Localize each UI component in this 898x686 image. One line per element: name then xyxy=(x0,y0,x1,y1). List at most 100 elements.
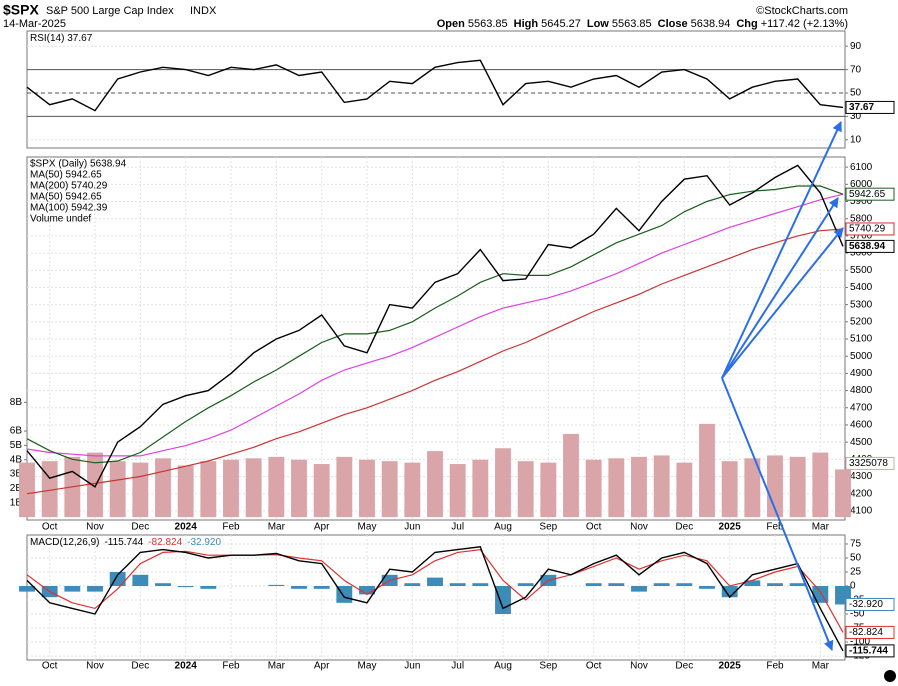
bar xyxy=(87,452,103,518)
x-tick-label: Aug xyxy=(494,661,512,672)
bar xyxy=(812,586,829,603)
quote-label: Chg xyxy=(736,18,757,30)
bar xyxy=(608,583,625,587)
legend-entry: MA(200) 5740.29 xyxy=(30,181,108,192)
quote-value: +117.42 (+2.13%) xyxy=(761,18,848,30)
x-tick-label: 2024 xyxy=(175,522,198,533)
bar xyxy=(653,455,670,518)
y-tick-label: 4800 xyxy=(850,385,873,396)
bar xyxy=(268,584,285,587)
value-label-box xyxy=(845,456,895,470)
x-tick-label: Sep xyxy=(539,661,557,672)
quote-value: 5638.94 xyxy=(691,18,731,30)
bar xyxy=(381,461,398,518)
value-label: -115.744 xyxy=(849,646,888,657)
x-tick-label: Nov xyxy=(630,661,648,672)
y-tick-label: 5800 xyxy=(850,213,873,224)
bar xyxy=(721,461,738,518)
exchange: INDX xyxy=(190,5,217,17)
y-tick-label: 5100 xyxy=(850,334,873,345)
series-line xyxy=(26,228,844,495)
value-label: -32.920 xyxy=(849,599,883,610)
y-tick-label: 5400 xyxy=(850,282,873,293)
bar xyxy=(676,583,693,587)
credit: ©StockCharts.com xyxy=(756,5,848,17)
bar xyxy=(676,462,693,518)
bar xyxy=(87,586,103,592)
bar xyxy=(132,574,149,587)
bar xyxy=(449,464,466,518)
y2-tick-label: 3B xyxy=(10,469,23,480)
value-label: 3325078 xyxy=(849,458,888,469)
quote-value: 5563.85 xyxy=(468,18,508,30)
x-tick-label: Dec xyxy=(675,661,693,672)
x-tick-label: Apr xyxy=(314,661,330,672)
series-line xyxy=(26,164,844,488)
value-label: 5638.94 xyxy=(849,241,886,252)
bar xyxy=(404,583,421,587)
bar xyxy=(721,586,738,598)
y-tick-label: 50 xyxy=(850,553,862,564)
x-tick-label: Sep xyxy=(539,522,557,533)
value-label-box xyxy=(845,222,895,236)
y-tick-label: -50 xyxy=(850,609,865,620)
panel-title: RSI(14) 37.67 xyxy=(30,33,93,44)
y-tick-label: 4600 xyxy=(850,420,873,431)
bar xyxy=(427,451,443,518)
x-tick-label: 2025 xyxy=(719,522,742,533)
bar xyxy=(177,465,194,518)
series-line xyxy=(26,185,844,464)
quote-value: 5645.27 xyxy=(541,18,581,30)
bar xyxy=(268,456,285,518)
x-tick-label: 2024 xyxy=(175,661,198,672)
y-tick-label: 4700 xyxy=(850,402,873,413)
bar xyxy=(41,461,58,518)
x-tick-label: Jun xyxy=(404,522,420,533)
x-tick-label: Nov xyxy=(630,522,648,533)
x-tick-label: Nov xyxy=(86,661,104,672)
bar xyxy=(517,461,534,518)
x-tick-label: Oct xyxy=(42,522,58,533)
panel-title-text: RSI(14) 37.67 xyxy=(30,33,93,44)
arrow xyxy=(721,227,844,379)
value-label-box xyxy=(845,239,895,253)
bar xyxy=(767,583,783,587)
x-tick-label: May xyxy=(358,661,377,672)
bar xyxy=(563,433,579,518)
bar xyxy=(291,459,307,518)
bar xyxy=(427,577,443,587)
bar xyxy=(200,461,217,518)
x-tick-label: Dec xyxy=(675,522,693,533)
bar xyxy=(313,464,330,518)
panel-title-text: MACD(12,26,9) xyxy=(30,537,99,548)
y-tick-label: 30 xyxy=(850,111,862,122)
bar xyxy=(472,583,489,587)
y2-tick-label: 6B xyxy=(10,426,23,437)
legend-entry: MA(50) 5942.65 xyxy=(30,192,102,203)
y-tick-label: 10 xyxy=(850,134,862,145)
legend-entry: Volume undef xyxy=(30,214,91,225)
x-tick-label: May xyxy=(358,522,377,533)
symbol: $SPX xyxy=(3,2,39,18)
arrow xyxy=(721,197,839,379)
y-tick-label: 90 xyxy=(850,41,862,52)
x-tick-label: Dec xyxy=(131,661,149,672)
y2-tick-label: 5B xyxy=(10,440,23,451)
x-tick-label: Jul xyxy=(451,661,464,672)
y-tick-label: 4200 xyxy=(850,488,873,499)
bar xyxy=(835,469,851,518)
bar xyxy=(472,459,489,518)
bar xyxy=(744,458,761,518)
bar xyxy=(495,586,511,615)
bar xyxy=(608,458,625,518)
value-label-box xyxy=(845,187,895,201)
x-tick-label: Jul xyxy=(451,522,464,533)
x-tick-label: 2025 xyxy=(719,661,742,672)
x-tick-label: Aug xyxy=(494,522,512,533)
x-tick-label: Mar xyxy=(268,661,286,672)
value-label-box xyxy=(845,644,895,658)
y-tick-label: 6100 xyxy=(850,162,873,173)
legend-entry: MA(100) 5942.39 xyxy=(30,203,108,214)
bar xyxy=(64,586,81,592)
